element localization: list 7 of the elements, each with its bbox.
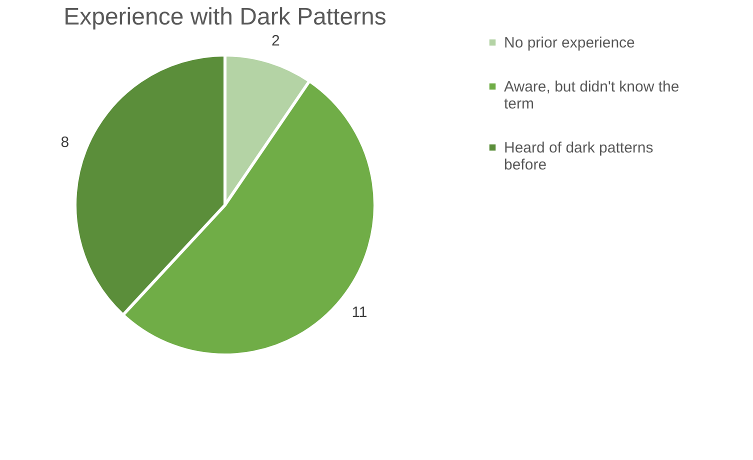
chart-title: Experience with Dark Patterns: [64, 4, 386, 31]
legend-label: Aware, but didn't know the term: [504, 78, 680, 112]
legend-label: Heard of dark patterns before: [504, 140, 654, 174]
data-label: 2: [272, 32, 280, 50]
legend-label: No prior experience: [504, 34, 635, 52]
data-label: 8: [60, 134, 70, 152]
data-label: 11: [352, 304, 368, 322]
